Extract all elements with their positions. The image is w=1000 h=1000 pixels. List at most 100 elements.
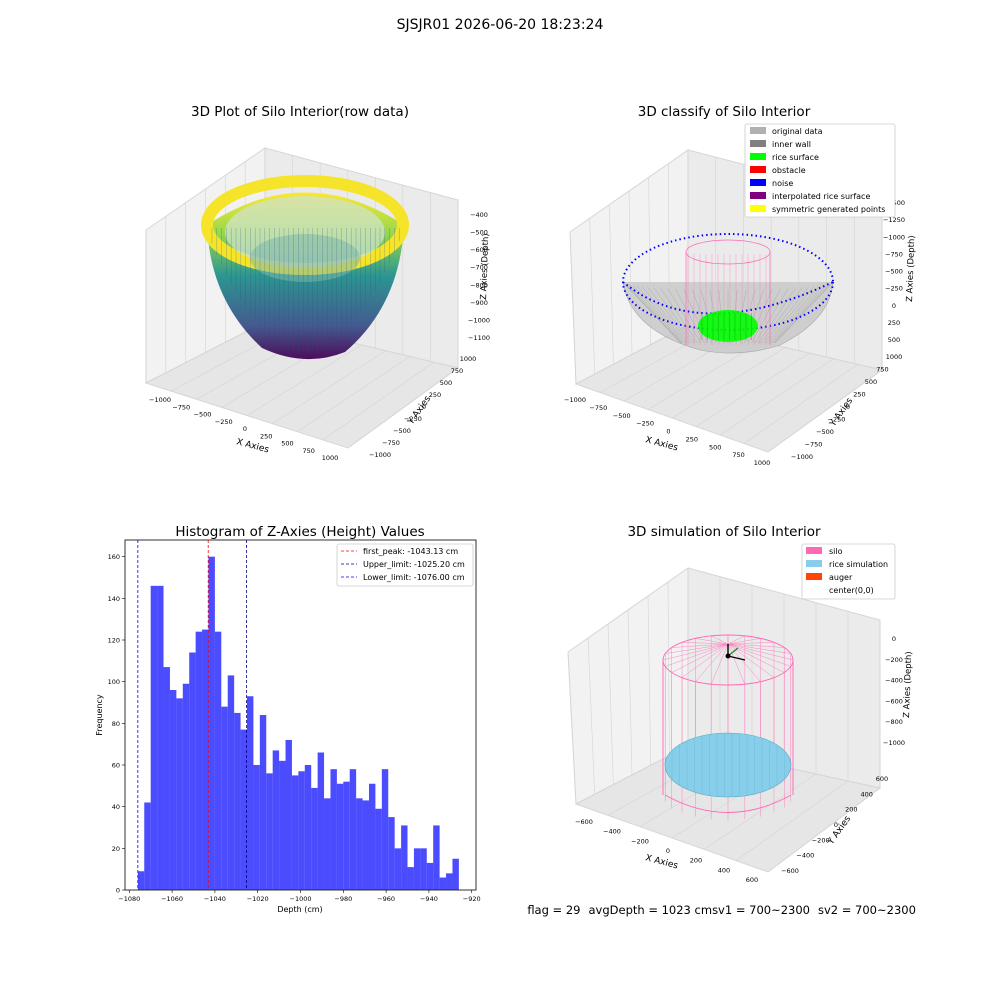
- histogram-bar: [266, 773, 273, 890]
- p3-xlabel: Depth (cm): [277, 905, 322, 914]
- p2-y-tick-label: 500: [865, 378, 877, 386]
- histogram-bar: [356, 798, 363, 890]
- histogram-bar: [221, 706, 228, 890]
- histogram-bar: [394, 848, 402, 890]
- p2-x-tick-label: −1000: [564, 396, 586, 404]
- histogram-bar: [214, 631, 222, 890]
- p4-zlabel: Z Axies (Depth): [902, 651, 914, 718]
- legend-swatch: [806, 560, 822, 567]
- p1-z-tick-label: −600: [470, 246, 488, 254]
- p2-z-tick-label: −250: [885, 285, 903, 293]
- p4-z-tick-label: −200: [885, 656, 903, 664]
- p4-z-tick-label: −800: [885, 718, 903, 726]
- histogram-bar: [246, 696, 254, 890]
- p1-x-tick-label: −250: [215, 418, 233, 426]
- p4-y-tick-label: −200: [812, 836, 830, 844]
- p2-x-tick-label: −500: [613, 412, 631, 420]
- p1-y-tick-label: 1000: [460, 355, 477, 363]
- histogram-bar: [285, 740, 292, 890]
- histogram-bar: [202, 629, 209, 890]
- y-tick-label: 60: [112, 762, 120, 770]
- histogram-bar: [163, 667, 170, 890]
- p4-x-tick-label: −400: [603, 828, 621, 836]
- p2-y-tick-label: −750: [805, 441, 823, 449]
- histogram-bar: [388, 817, 395, 890]
- p1-x-tick-label: 500: [281, 440, 293, 448]
- histogram-bar: [182, 683, 190, 890]
- x-tick-label: −940: [420, 895, 438, 903]
- p3-legend: first_peak: -1043.13 cm Upper_limit: -102…: [336, 543, 474, 587]
- p2-y-tick-label: 250: [853, 391, 865, 399]
- histogram-bar: [336, 783, 344, 890]
- p2-z-tick-label: −500: [885, 268, 903, 276]
- histogram-bar: [317, 752, 325, 890]
- legend-swatch: [750, 192, 766, 199]
- p1-z-tick-label: −900: [470, 299, 488, 307]
- histogram-bar: [272, 750, 280, 890]
- panel3-histogram: −1080 −1060 −1040 −1020 −1000 −980 −960 −940 −92…: [95, 539, 481, 914]
- p4-x-tick-label: −200: [631, 837, 649, 845]
- legend-label: Lower_limit: -1076.00 cm: [363, 573, 465, 582]
- histogram-bar: [368, 783, 376, 890]
- histogram-bar: [349, 769, 357, 890]
- p1-x-tick-label: −750: [172, 403, 190, 411]
- legend-label: first_peak: -1043.13 cm: [363, 547, 458, 556]
- legend-swatch: [806, 547, 822, 554]
- p2-x-tick-label: 1000: [754, 459, 771, 467]
- p2-xlabel: X Axies: [644, 435, 679, 453]
- p1-y-tick-label: 250: [429, 391, 441, 399]
- p2-x-tick-label: 250: [686, 435, 698, 443]
- legend-label: auger: [829, 573, 853, 582]
- histogram-bar: [381, 769, 389, 890]
- p1-zlabel: Z Axies (Depth): [479, 233, 491, 300]
- histogram-bar: [298, 771, 305, 890]
- x-tick-label: −1020: [247, 895, 269, 903]
- y-tick-label: 20: [112, 845, 120, 853]
- histogram-bar: [433, 825, 440, 890]
- x-tick-label: −980: [334, 895, 352, 903]
- p2-zlabel: Z Axies (Depth): [905, 235, 917, 302]
- p4-rice-surface: [664, 732, 792, 798]
- p2-legend: original data inner wall rice surface obsta…: [744, 123, 896, 218]
- p4-x-tick-label: 400: [718, 866, 730, 874]
- histogram-bar: [234, 712, 241, 890]
- y-tick-label: 160: [108, 553, 120, 561]
- p2-x-tick-label: −250: [636, 420, 654, 428]
- histogram-bar: [439, 877, 447, 890]
- status-sv2: sv2 = 700~2300: [817, 903, 916, 917]
- p1-x-tick-label: 1000: [322, 454, 339, 462]
- histogram-bar: [304, 765, 312, 890]
- p2-z-tick-label: 500: [888, 336, 900, 344]
- histogram-bar: [253, 765, 260, 890]
- p1-bowl-surface: [201, 175, 409, 360]
- p1-z-tick-label: −700: [470, 264, 488, 272]
- histogram-bar: [195, 631, 203, 890]
- p4-y-tick-label: 0: [834, 821, 838, 829]
- histogram-bar: [291, 775, 299, 890]
- legend-label: rice surface: [772, 153, 819, 162]
- p1-z-tick-label: −500: [470, 229, 488, 237]
- histogram-bar: [259, 715, 267, 890]
- panel1-title: 3D Plot of Silo Interior(row data): [191, 104, 409, 120]
- x-tick-label: −1060: [161, 895, 183, 903]
- histogram-bar: [446, 873, 453, 890]
- p4-y-tick-label: 200: [845, 806, 857, 814]
- histogram-bar: [420, 848, 427, 890]
- y-tick-label: 40: [112, 803, 120, 811]
- p1-z-tick-label: −400: [470, 211, 488, 219]
- x-tick-label: −1080: [118, 895, 140, 903]
- panel4-title: 3D simulation of Silo Interior: [627, 524, 821, 540]
- p4-y-tick-label: −600: [781, 867, 799, 875]
- histogram-bar: [413, 848, 421, 890]
- legend-label: Upper_limit: -1025.20 cm: [363, 560, 465, 569]
- p1-y-tick-label: 0: [422, 403, 426, 411]
- p1-x-tick-label: −500: [194, 411, 212, 419]
- status-sv1: sv1 = 700~2300: [712, 903, 810, 917]
- legend-swatch: [750, 205, 766, 212]
- p2-z-tick-label: 0: [892, 302, 896, 310]
- p4-legend: silo rice simulation auger center(0,0): [801, 543, 896, 600]
- histogram-bar: [176, 698, 183, 890]
- histogram-bar: [189, 652, 196, 890]
- histogram-bar: [330, 769, 337, 890]
